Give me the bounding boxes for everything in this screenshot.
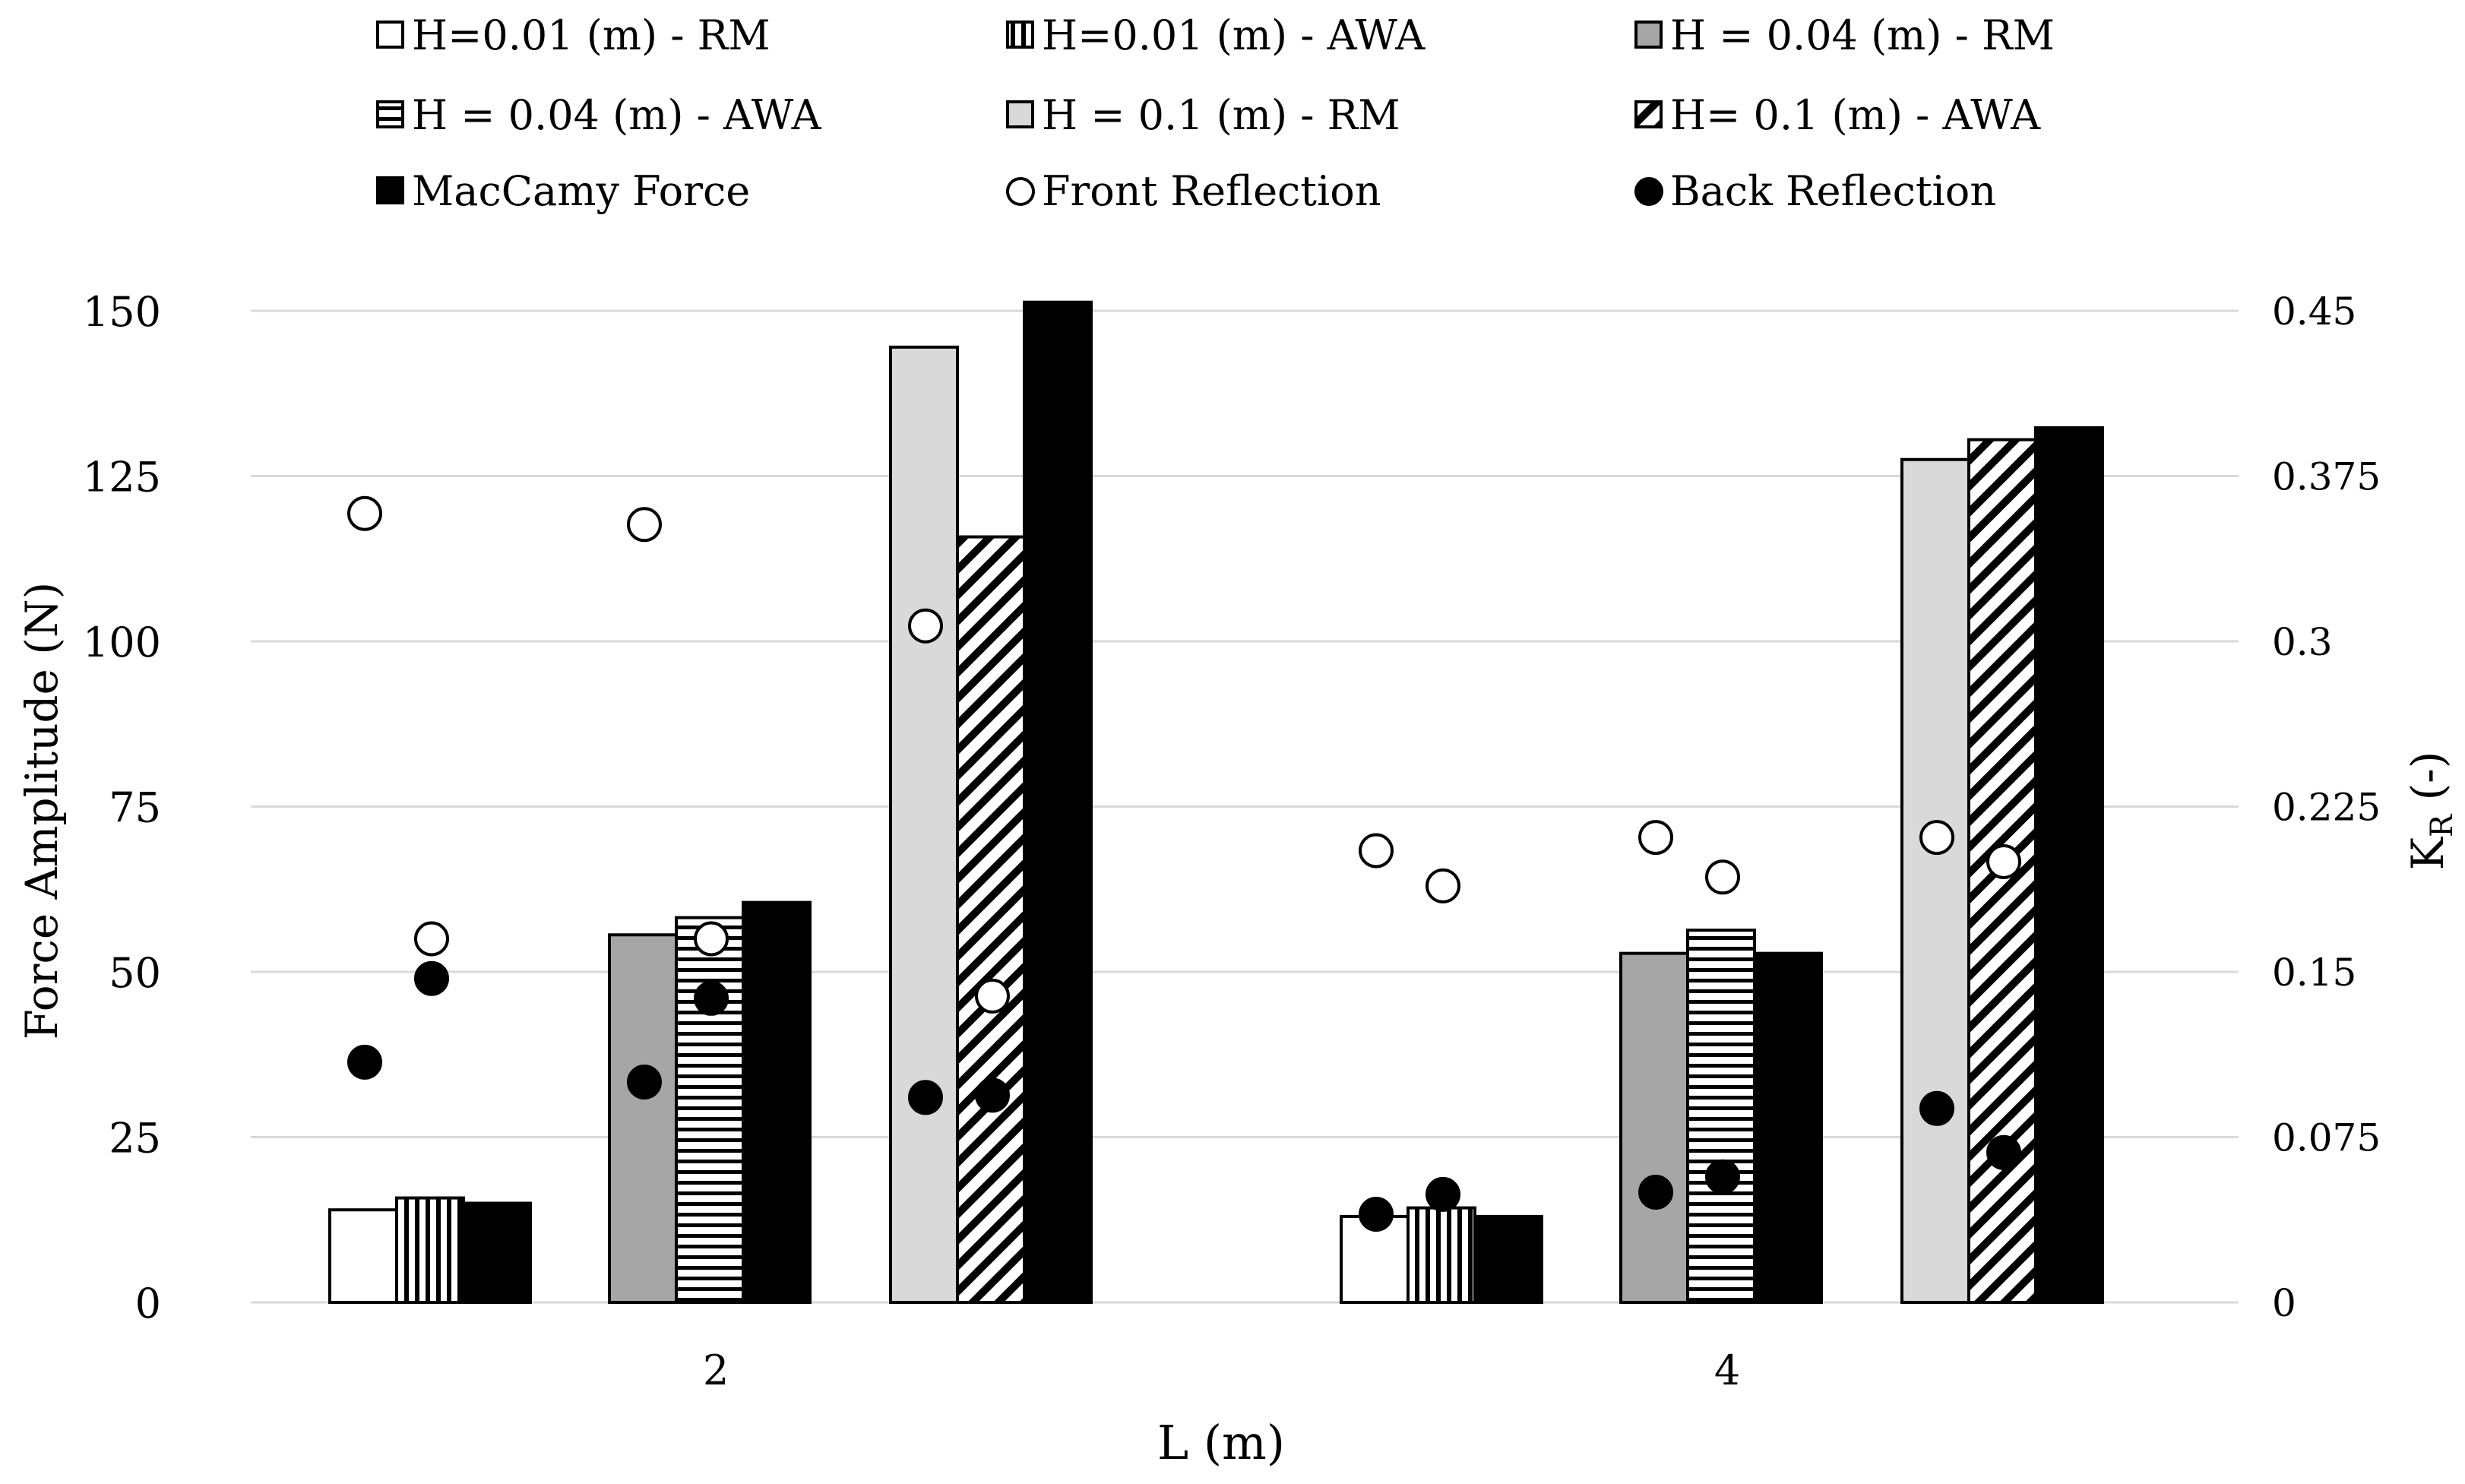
legend-label: H = 0.04 (m) - AWA bbox=[412, 91, 822, 139]
back-reflection-point bbox=[414, 960, 449, 996]
legend-swatch bbox=[376, 176, 404, 204]
bar bbox=[1900, 457, 1970, 1304]
legend-label: MacCamy Force bbox=[412, 167, 750, 215]
bar bbox=[1753, 951, 1823, 1304]
y2-axis-label: KR (-) bbox=[2402, 751, 2460, 871]
y2-tick-label: 0.15 bbox=[2272, 951, 2356, 995]
y2-tick-label: 0.075 bbox=[2272, 1116, 2381, 1160]
x-tick-label: 2 bbox=[703, 1346, 729, 1394]
bar bbox=[462, 1201, 532, 1304]
bar bbox=[608, 933, 678, 1305]
y-tick-label: 75 bbox=[109, 784, 161, 832]
front-reflection-point bbox=[694, 921, 729, 957]
bar bbox=[395, 1196, 465, 1305]
bar bbox=[1023, 300, 1093, 1305]
legend-label: H = 0.1 (m) - RM bbox=[1042, 91, 1400, 139]
bar bbox=[1407, 1206, 1476, 1304]
front-reflection-point bbox=[908, 608, 943, 644]
back-reflection-point bbox=[1986, 1134, 2021, 1170]
bar bbox=[1686, 929, 1756, 1304]
front-reflection-point bbox=[1919, 820, 1954, 856]
y-tick-label: 125 bbox=[83, 454, 161, 502]
legend-label: H=0.01 (m) - AWA bbox=[1042, 11, 1426, 59]
x-tick-label: 4 bbox=[1714, 1346, 1740, 1394]
legend-label: H=0.01 (m) - RM bbox=[412, 11, 771, 59]
y2-tick-label: 0.45 bbox=[2272, 290, 2356, 334]
y-tick-label: 0 bbox=[135, 1280, 161, 1327]
bar bbox=[1473, 1214, 1543, 1305]
front-reflection-point bbox=[627, 507, 662, 543]
y-axis-label: Force Amplitude (N) bbox=[16, 582, 68, 1040]
x-axis-label: L (m) bbox=[1157, 1415, 1285, 1470]
front-reflection-point bbox=[1359, 833, 1394, 869]
legend-marker bbox=[1006, 177, 1035, 206]
bar bbox=[675, 916, 745, 1305]
legend-swatch bbox=[1006, 100, 1034, 128]
back-reflection-point bbox=[627, 1065, 662, 1100]
bar bbox=[2034, 426, 2104, 1304]
front-reflection-point bbox=[975, 978, 1010, 1014]
y-tick-label: 150 bbox=[83, 288, 161, 336]
y2-axis-label-suffix: (-) bbox=[2402, 751, 2454, 815]
bar bbox=[328, 1208, 398, 1304]
front-reflection-point bbox=[347, 495, 382, 531]
y2-tick-label: 0.3 bbox=[2272, 620, 2333, 664]
legend-marker bbox=[1634, 177, 1663, 206]
y-tick-label: 25 bbox=[109, 1115, 161, 1163]
points bbox=[347, 495, 2021, 1232]
front-reflection-point bbox=[414, 921, 449, 957]
back-reflection-point bbox=[1638, 1175, 1673, 1210]
y2-tick-label: 0 bbox=[2272, 1281, 2296, 1325]
y2-axis-label-subscript: R bbox=[2425, 813, 2460, 837]
back-reflection-point bbox=[347, 1044, 382, 1080]
legend-swatch bbox=[376, 100, 404, 128]
back-reflection-point bbox=[975, 1077, 1010, 1113]
back-reflection-point bbox=[1919, 1090, 1954, 1126]
front-reflection-point bbox=[1638, 820, 1673, 856]
back-reflection-point bbox=[1705, 1159, 1740, 1194]
front-reflection-point bbox=[1426, 868, 1460, 903]
y2-axis-label-main: K bbox=[2402, 836, 2454, 870]
bar bbox=[956, 535, 1026, 1304]
legend-swatch bbox=[1006, 21, 1034, 49]
legend: H=0.01 (m) - RM H=0.01 (m) - AWA H = 0.04 … bbox=[376, 11, 2055, 215]
gridlines bbox=[251, 309, 2239, 1304]
legend-label: H = 0.04 (m) - RM bbox=[1670, 11, 2055, 59]
back-reflection-point bbox=[1426, 1176, 1460, 1212]
y2-tick-label: 0.225 bbox=[2272, 786, 2381, 830]
front-reflection-point bbox=[1705, 859, 1740, 895]
legend-label: Back Reflection bbox=[1670, 167, 1996, 215]
legend-label: H= 0.1 (m) - AWA bbox=[1670, 91, 2041, 139]
y-tick-label: 100 bbox=[83, 619, 161, 666]
bar bbox=[1619, 951, 1689, 1304]
front-reflection-point bbox=[1986, 844, 2021, 879]
legend-label: Front Reflection bbox=[1042, 167, 1381, 215]
bar bbox=[889, 345, 959, 1305]
axes: 0 0 25 0.075 50 0.15 75 0.225 100 0.3 125 0.375 150 0… bbox=[83, 288, 2381, 1394]
back-reflection-point bbox=[908, 1080, 943, 1115]
legend-swatch bbox=[376, 21, 404, 49]
bar bbox=[742, 900, 812, 1304]
y2-tick-label: 0.375 bbox=[2272, 455, 2381, 499]
legend-swatch bbox=[1634, 100, 1663, 128]
back-reflection-point bbox=[1359, 1197, 1394, 1232]
back-reflection-point bbox=[694, 980, 729, 1016]
bars bbox=[328, 300, 2104, 1305]
y-tick-label: 50 bbox=[109, 949, 161, 997]
legend-swatch bbox=[1634, 21, 1663, 49]
